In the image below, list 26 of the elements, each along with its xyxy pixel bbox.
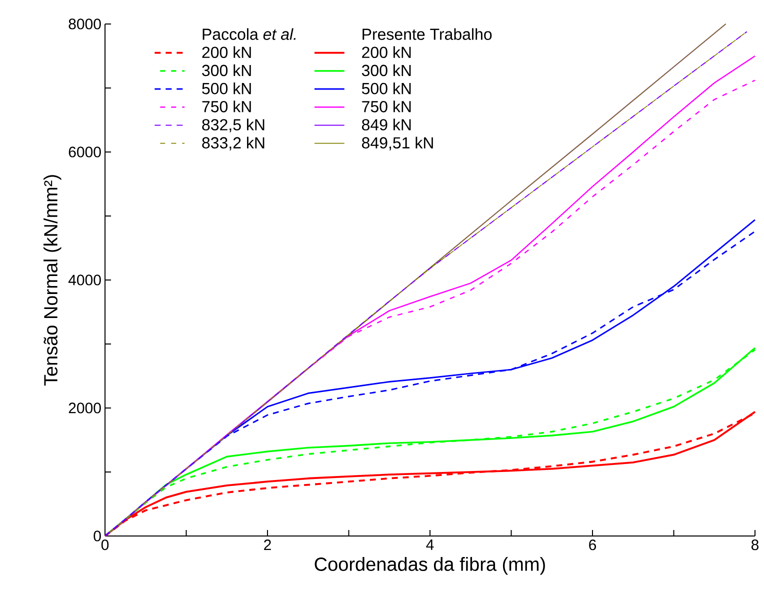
x-axis-title: Coordenadas da fibra (mm) xyxy=(314,557,545,575)
annotation: Presente Trabalho xyxy=(362,28,492,40)
legend-label: 750 kN xyxy=(362,100,411,112)
y-axis-title: Tensão Normal (kN/mm²) xyxy=(44,175,62,386)
x-tick-label: 8 xyxy=(751,540,759,550)
legend-label: 849 kN xyxy=(362,118,411,130)
legend-label: 750 kN xyxy=(202,100,251,112)
x-tick-label: 6 xyxy=(589,540,596,550)
x-tick-label: 2 xyxy=(264,540,271,550)
y-tick-label: 2000 xyxy=(68,402,101,414)
y-tick-label: 4000 xyxy=(68,274,101,286)
y-tick-label: 8000 xyxy=(68,18,101,30)
legend-label: 832,5 kN xyxy=(202,118,264,132)
legend-label: 500 kN xyxy=(362,82,411,94)
annotation: Paccola et al. xyxy=(202,28,296,40)
y-tick-label: 6000 xyxy=(68,146,101,158)
legend-label: 300 kN xyxy=(202,64,251,76)
legend-label: 300 kN xyxy=(362,64,411,76)
legend-label: 500 kN xyxy=(202,82,251,94)
legend-label: 200 kN xyxy=(362,46,411,58)
y-tick-label: 0 xyxy=(94,530,101,542)
x-tick-label: 4 xyxy=(426,540,434,550)
legend-label: 200 kN xyxy=(202,46,251,58)
legend-label: 849,51 kN xyxy=(362,136,433,150)
legend-label: 833,2 kN xyxy=(202,136,264,150)
x-tick-label: 0 xyxy=(101,540,109,550)
